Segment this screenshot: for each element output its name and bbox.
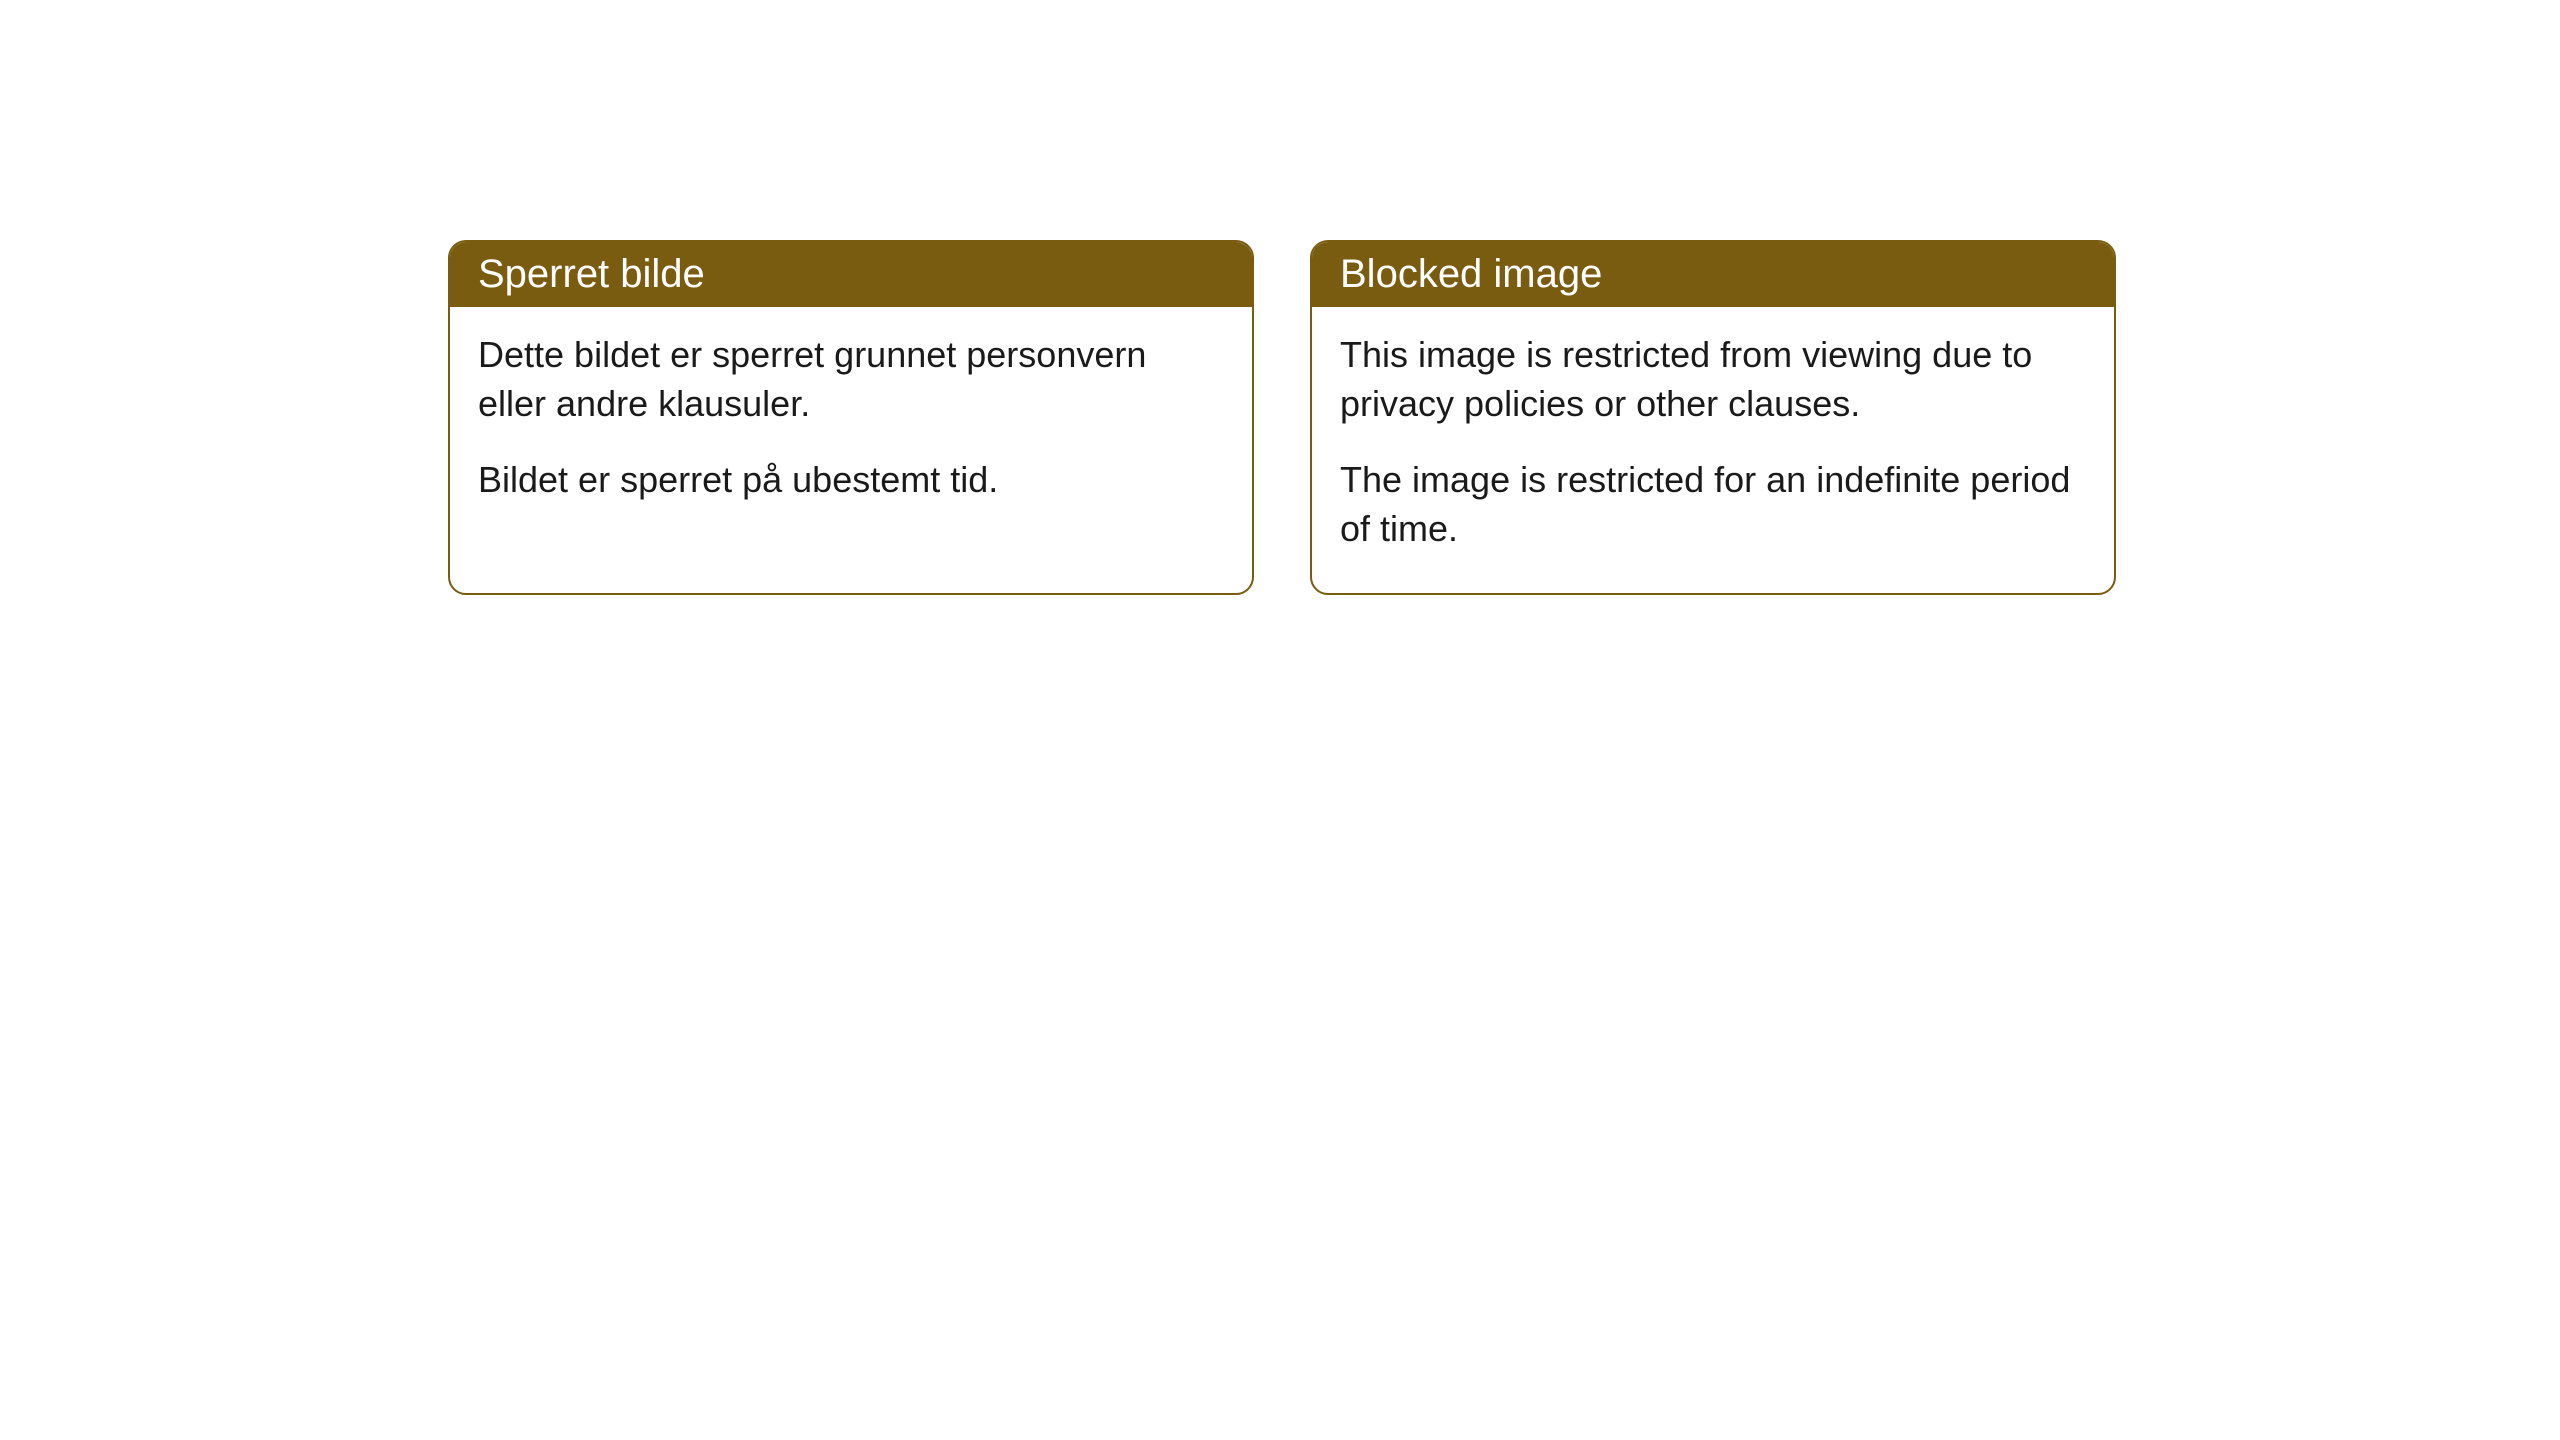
- card-title: Blocked image: [1340, 252, 1602, 296]
- card-body: This image is restricted from viewing du…: [1312, 307, 2114, 593]
- card-header: Blocked image: [1312, 242, 2114, 307]
- card-paragraph: This image is restricted from viewing du…: [1340, 331, 2086, 428]
- card-paragraph: Bildet er sperret på ubestemt tid.: [478, 456, 1224, 505]
- card-title: Sperret bilde: [478, 252, 705, 296]
- card-header: Sperret bilde: [450, 242, 1252, 307]
- card-paragraph: The image is restricted for an indefinit…: [1340, 456, 2086, 553]
- blocked-image-card-english: Blocked image This image is restricted f…: [1310, 240, 2116, 595]
- card-paragraph: Dette bildet er sperret grunnet personve…: [478, 331, 1224, 428]
- blocked-image-card-norwegian: Sperret bilde Dette bildet er sperret gr…: [448, 240, 1254, 595]
- card-body: Dette bildet er sperret grunnet personve…: [450, 307, 1252, 545]
- notice-cards-container: Sperret bilde Dette bildet er sperret gr…: [0, 0, 2560, 595]
